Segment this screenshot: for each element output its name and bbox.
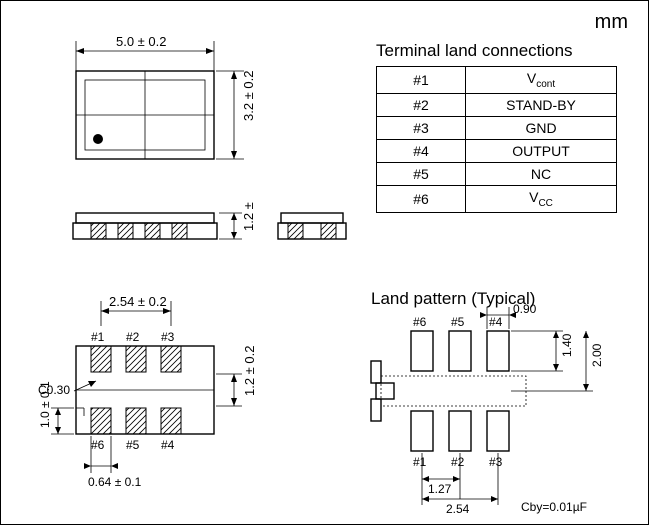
height-dim: 3.2 ± 0.2	[241, 70, 256, 121]
svg-text:#5: #5	[451, 315, 465, 329]
svg-text:#4: #4	[489, 315, 503, 329]
side-views: 1.2 ± 0.2	[56, 201, 366, 257]
svg-text:#1: #1	[413, 455, 427, 469]
top-view: 5.0 ± 0.2 3.2 ± 0.2	[56, 31, 286, 201]
label-cell: Vcont	[466, 67, 617, 94]
table-row: #3GND	[377, 116, 617, 139]
pin-cell: #3	[377, 116, 466, 139]
label-cell: NC	[466, 162, 617, 185]
svg-text:0.64 ± 0.1: 0.64 ± 0.1	[88, 475, 142, 489]
svg-text:1.0 ± 0.1: 1.0 ± 0.1	[38, 381, 52, 428]
label-cell: VCC	[466, 185, 617, 212]
pin-cell: #1	[377, 67, 466, 94]
table-row: #6VCC	[377, 185, 617, 212]
svg-text:#5: #5	[126, 438, 140, 452]
svg-text:2.00: 2.00	[590, 343, 604, 367]
table-row: #5NC	[377, 162, 617, 185]
svg-text:#2: #2	[451, 455, 465, 469]
svg-text:1.2 ± 0.2: 1.2 ± 0.2	[242, 345, 257, 396]
cby-label: Cby=0.01µF	[521, 500, 587, 514]
pin-cell: #6	[377, 185, 466, 212]
pin-cell: #5	[377, 162, 466, 185]
svg-text:2.54: 2.54	[446, 502, 470, 516]
diagram-frame: mm Terminal land connections #1Vcont #2S…	[0, 0, 649, 525]
width-dim: 5.0 ± 0.2	[116, 34, 167, 49]
svg-text:#1: #1	[91, 330, 105, 344]
svg-text:#6: #6	[91, 438, 105, 452]
pitch-dim: 2.54 ± 0.2	[109, 294, 167, 309]
land-pattern: #6 #5 #4 #1 #2 #3 0.90 1.40 2.00 1.27	[361, 301, 646, 521]
svg-text:#2: #2	[126, 330, 140, 344]
terminal-connections-table: #1Vcont #2STAND-BY #3GND #4OUTPUT #5NC #…	[376, 66, 617, 213]
table-row: #2STAND-BY	[377, 93, 617, 116]
svg-text:#4: #4	[161, 438, 175, 452]
pin1-marker-icon	[93, 134, 103, 144]
label-cell: OUTPUT	[466, 139, 617, 162]
table-row: #1Vcont	[377, 67, 617, 94]
pin-cell: #4	[377, 139, 466, 162]
unit-label: mm	[595, 11, 628, 34]
svg-text:1.27: 1.27	[428, 482, 452, 496]
side-height-dim: 1.2 ± 0.2	[241, 201, 256, 231]
bottom-view: 2.54 ± 0.2 #1 #2 #3 #6 #5 #4 C0.30 1.2 ±…	[36, 291, 296, 516]
terminal-table-title: Terminal land connections	[376, 41, 573, 61]
svg-text:#3: #3	[489, 455, 503, 469]
label-cell: STAND-BY	[466, 93, 617, 116]
svg-text:#6: #6	[413, 315, 427, 329]
svg-text:0.90: 0.90	[513, 302, 537, 316]
svg-text:1.40: 1.40	[560, 333, 574, 357]
pin-cell: #2	[377, 93, 466, 116]
svg-text:#3: #3	[161, 330, 175, 344]
table-row: #4OUTPUT	[377, 139, 617, 162]
label-cell: GND	[466, 116, 617, 139]
